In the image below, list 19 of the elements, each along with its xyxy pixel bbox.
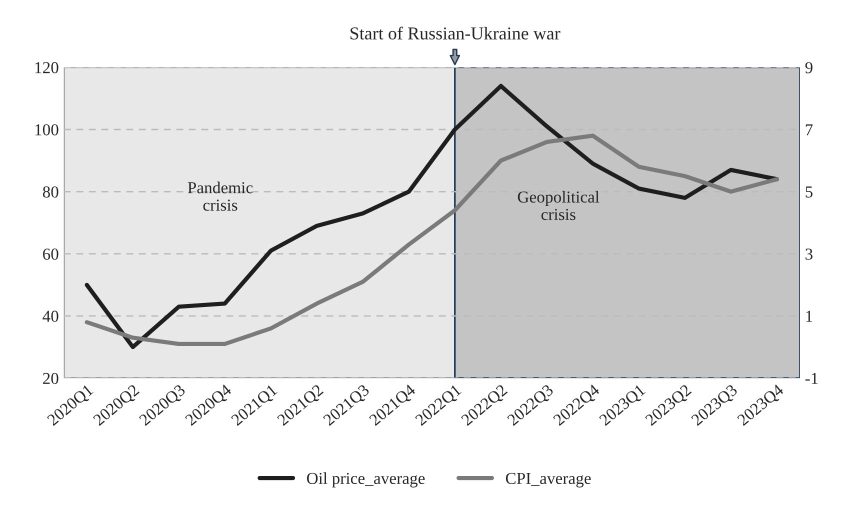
y2-tick-label: 7 [806,124,813,136]
y2-tick-label: 5 [806,186,812,198]
annotation: Start of Russian-Ukraine war [350,26,560,40]
line-series [84,84,780,350]
y-tick-label: 80 [42,186,58,198]
y2-tick-label: 1 [806,310,812,322]
legend-label: CPI_average [506,472,591,488]
y-tick-label: 100 [35,124,58,136]
y2-tick-label: 9 [805,62,812,74]
y2-tick-label: -1 [805,372,818,384]
y2-tick-label: 3 [806,248,812,260]
y-tick-label: 20 [43,372,58,384]
y-tick-label: 60 [43,248,58,260]
band-label: Geopolitical crisis [518,190,600,220]
y-tick-label: 120 [35,62,58,74]
band-label: Pandemic crisis [188,182,253,211]
y-tick-label: 40 [42,310,58,322]
line-series [84,134,780,346]
legend-label: Oil price_average [307,472,425,488]
